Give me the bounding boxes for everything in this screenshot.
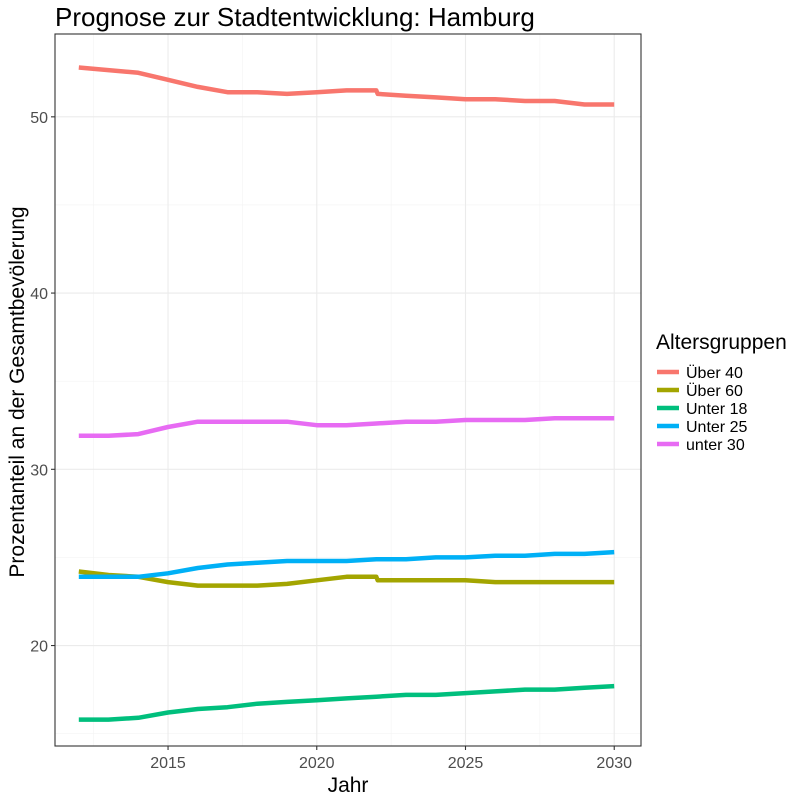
series-line bbox=[78, 415, 615, 439]
plot-panel bbox=[54, 33, 642, 747]
series-line bbox=[78, 569, 615, 588]
y-tick-label: 50 bbox=[30, 110, 48, 127]
y-tick-label: 40 bbox=[30, 286, 48, 303]
y-tick-label: 20 bbox=[30, 639, 48, 656]
legend-label: Unter 18 bbox=[686, 401, 747, 418]
legend-label: Über 40 bbox=[686, 364, 743, 382]
series-line bbox=[78, 65, 615, 107]
legend-title: Altersgruppen bbox=[656, 331, 787, 354]
x-axis-title: Jahr bbox=[328, 774, 369, 797]
chart-title: Prognose zur Stadtentwicklung: Hamburg bbox=[55, 2, 535, 32]
series-lines bbox=[78, 65, 615, 722]
legend-label: Über 60 bbox=[686, 382, 743, 400]
x-tick-label: 2030 bbox=[596, 755, 632, 772]
series-line bbox=[78, 683, 615, 722]
series-line bbox=[78, 549, 615, 580]
x-tick-label: 2025 bbox=[448, 755, 484, 772]
y-tick-label: 30 bbox=[30, 462, 48, 479]
x-axis-ticks: 2015 2020 2025 2030 bbox=[150, 746, 632, 772]
y-axis-title: Prozentanteil an der Gesamtbevölerung bbox=[6, 206, 29, 577]
x-tick-label: 2020 bbox=[299, 755, 335, 772]
grid bbox=[55, 34, 641, 746]
legend-label: Unter 25 bbox=[686, 419, 747, 436]
legend-label: unter 30 bbox=[686, 437, 745, 454]
y-axis-ticks: 20 30 40 50 bbox=[30, 110, 55, 656]
x-tick-label: 2015 bbox=[150, 755, 186, 772]
